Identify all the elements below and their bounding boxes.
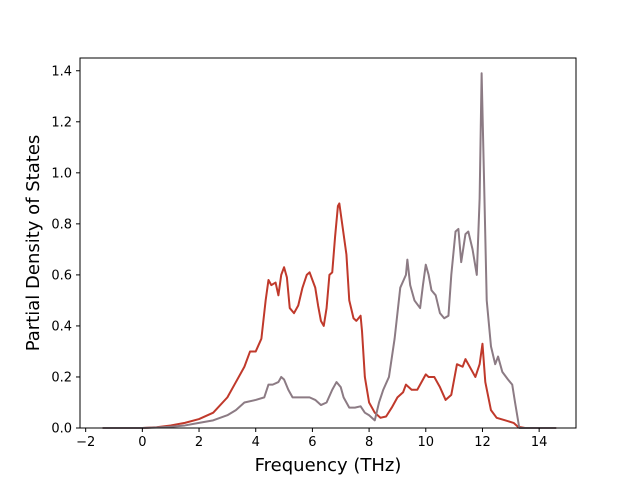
x-tick-label: 2 <box>195 435 203 450</box>
x-tick-label: 4 <box>252 435 260 450</box>
x-tick-label: 8 <box>365 435 373 450</box>
y-tick-label: 0.6 <box>51 268 72 283</box>
axes-frame <box>79 57 577 429</box>
series-line-1 <box>102 202 557 429</box>
y-tick-label: 0.2 <box>51 370 72 385</box>
x-tick-label: 14 <box>531 435 548 450</box>
series-line-2 <box>102 72 557 429</box>
x-tick-label: −2 <box>76 435 95 450</box>
y-tick-label: 0.4 <box>51 319 72 334</box>
y-tick-label: 1.2 <box>51 115 72 130</box>
y-axis: 0.0 0.2 0.4 0.6 0.8 1.0 1.2 1.4 <box>51 64 80 437</box>
x-tick-label: 0 <box>138 435 146 450</box>
y-axis-label: Partial Density of States <box>23 135 44 352</box>
x-axis-label: Frequency (THz) <box>255 455 402 476</box>
y-tick-label: 1.4 <box>51 64 72 79</box>
y-tick-label: 0.0 <box>51 422 72 437</box>
x-tick-label: 6 <box>308 435 316 450</box>
x-tick-label: 10 <box>418 435 435 450</box>
y-tick-label: 0.8 <box>51 217 72 232</box>
x-tick-label: 12 <box>474 435 491 450</box>
series-layer <box>102 72 557 429</box>
x-axis: −2 0 2 4 6 8 10 12 14 <box>76 428 547 450</box>
y-tick-label: 1.0 <box>51 166 72 181</box>
